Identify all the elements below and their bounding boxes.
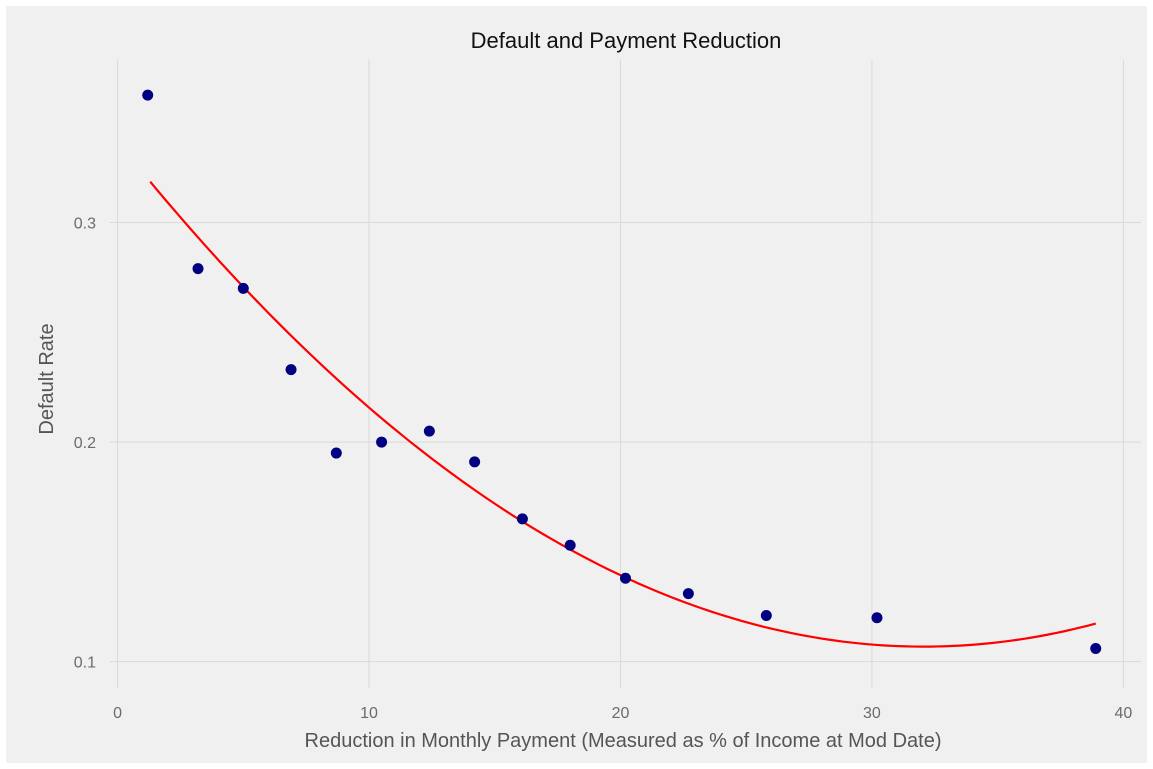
y-tick-label: 0.2 [74,435,96,452]
data-point [620,572,631,584]
y-tick-label: 0.3 [74,215,96,232]
x-tick-label: 20 [612,705,630,722]
data-point [237,282,249,294]
y-axis-title: Default Rate [36,323,58,434]
x-axis-title: Reduction in Monthly Payment (Measured a… [305,730,942,752]
chart-title: Default and Payment Reduction [471,28,782,53]
grid-lines [110,60,1141,688]
panel-background [6,6,1147,763]
data-point [285,364,297,376]
data-point [682,588,694,600]
data-point [469,456,481,468]
data-point [330,447,342,459]
data-points [142,89,1102,654]
data-point [516,513,528,525]
x-tick-label: 30 [863,705,881,722]
data-point [760,610,772,622]
data-point [564,539,576,551]
x-tick-label: 0 [113,705,122,722]
data-point [871,612,883,624]
data-point [423,425,435,437]
data-point [376,436,388,448]
data-point [1090,642,1102,654]
tick-labels: 0 10 20 30 40 0.1 0.2 0.3 [74,215,1133,722]
x-tick-label: 40 [1114,705,1132,722]
y-tick-label: 0.1 [74,655,96,672]
x-tick-label: 10 [360,705,378,722]
data-point [142,89,154,101]
data-point [192,263,204,275]
